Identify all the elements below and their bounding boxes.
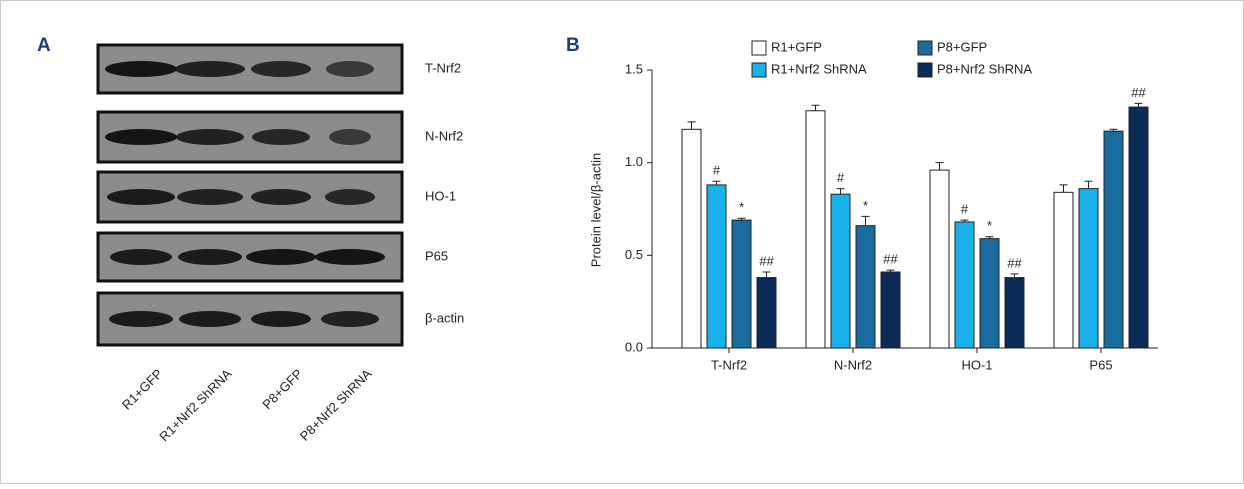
bar [757,278,776,348]
blot-band [326,61,374,77]
blot-band [329,129,371,145]
figure: A B Protein level/β-actin T-Nrf2 N-Nrf2 HO… [0,0,1244,484]
legend-swatch [752,63,766,77]
bar [930,170,949,348]
bar [980,239,999,348]
blot-band [177,189,243,205]
y-tick-label: 1.0 [625,154,643,169]
significance-label: ## [1007,255,1022,270]
bar [955,222,974,348]
legend-swatch [918,41,932,55]
significance-label: ## [1131,85,1146,100]
legend-label: P8+GFP [937,39,987,54]
blot-band [109,311,173,327]
bar [1079,189,1098,348]
blot-band [315,249,385,265]
y-tick-label: 0.5 [625,247,643,262]
blot-band [252,129,310,145]
blot-band [321,311,379,327]
bar [831,194,850,348]
bar [881,272,900,348]
bar [1104,131,1123,348]
significance-label: # [713,163,721,178]
legend-swatch [918,63,932,77]
blot-band [110,249,172,265]
x-tick-label: T-Nrf2 [711,357,747,372]
bar [682,129,701,348]
y-tick-label: 0.0 [625,339,643,354]
blot-band [105,129,177,145]
blot-band [107,189,175,205]
significance-label: * [863,198,868,213]
bar [1005,278,1024,348]
blot-band [251,61,311,77]
blot-band [179,311,241,327]
bar [806,111,825,348]
significance-label: * [739,200,744,215]
legend-label: R1+GFP [771,39,822,54]
blot-band [178,249,242,265]
significance-label: ## [883,252,898,267]
blot-band [175,61,245,77]
legend-swatch [752,41,766,55]
x-tick-label: HO-1 [961,357,992,372]
row-label: T-Nrf2 [425,60,461,75]
blot-band [325,189,375,205]
x-tick-label: N-Nrf2 [834,357,872,372]
row-label: β-actin [425,310,464,325]
significance-label: * [987,218,992,233]
row-label: P65 [425,248,448,263]
bar [1129,107,1148,348]
blot-band [176,129,244,145]
bar [1054,192,1073,348]
significance-label: # [961,202,969,217]
bar [707,185,726,348]
blot-band [251,311,311,327]
blot-band [105,61,177,77]
y-tick-label: 1.5 [625,61,643,76]
bar [732,220,751,348]
panel-label: A [37,35,51,56]
blot-band [251,189,311,205]
blot-band [246,249,316,265]
y-axis-label: Protein level/β-actin [588,153,603,267]
significance-label: ## [759,253,774,268]
row-label: HO-1 [425,188,456,203]
legend-label: R1+Nrf2 ShRNA [771,61,867,76]
legend-label: P8+Nrf2 ShRNA [937,61,1032,76]
row-label: N-Nrf2 [425,128,463,143]
panel-label: B [566,35,580,56]
significance-label: # [837,170,845,185]
x-tick-label: P65 [1089,357,1112,372]
bar [856,226,875,348]
